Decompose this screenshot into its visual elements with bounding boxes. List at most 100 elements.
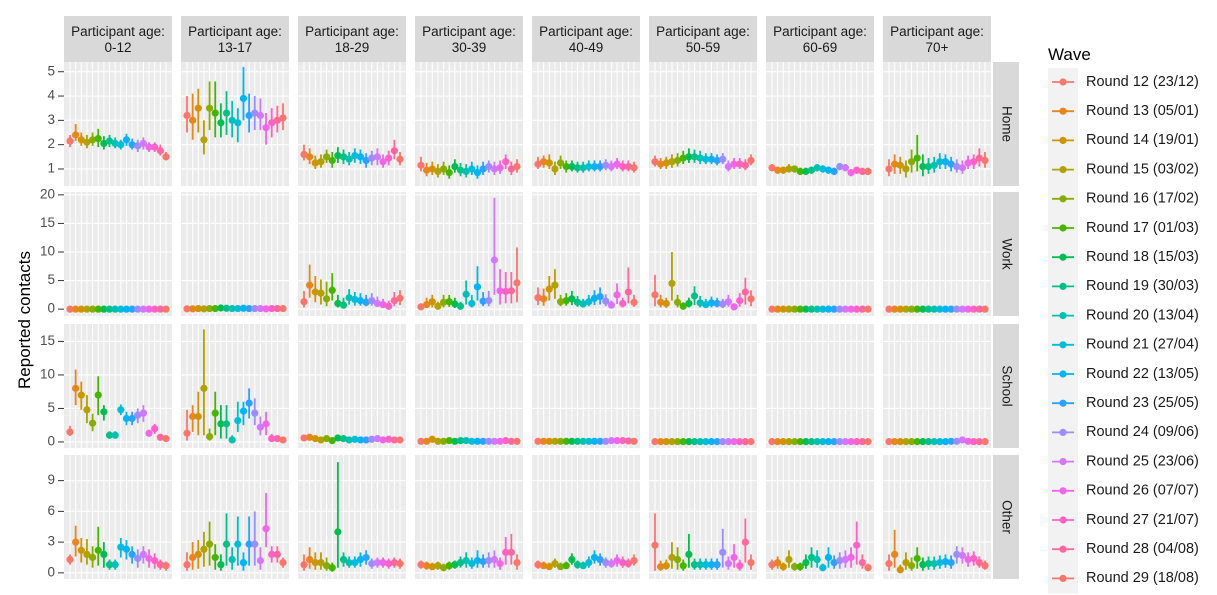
data-point bbox=[262, 124, 270, 132]
data-point bbox=[540, 295, 548, 303]
data-point bbox=[702, 561, 710, 569]
data-point bbox=[707, 561, 716, 569]
data-point bbox=[970, 438, 978, 446]
data-point bbox=[496, 287, 504, 295]
data-point bbox=[924, 305, 933, 313]
legend-label: Round 18 (15/03) bbox=[1086, 249, 1199, 265]
data-point bbox=[423, 166, 431, 174]
data-point bbox=[941, 557, 950, 566]
data-point bbox=[573, 298, 582, 306]
data-point bbox=[200, 136, 208, 144]
data-point bbox=[334, 152, 342, 160]
column-strip-label: 30-39 bbox=[452, 40, 487, 55]
data-point bbox=[602, 437, 610, 445]
y-tick-label: 5 bbox=[47, 400, 55, 415]
legend-key-point bbox=[1059, 370, 1067, 378]
data-point bbox=[200, 384, 208, 392]
data-point bbox=[88, 136, 97, 144]
data-point bbox=[72, 131, 80, 139]
data-point bbox=[590, 437, 599, 445]
data-point bbox=[947, 559, 955, 567]
data-point bbox=[819, 165, 827, 173]
data-point bbox=[891, 305, 899, 313]
data-point bbox=[479, 437, 487, 445]
column-strip-label: Participant age: bbox=[305, 24, 399, 39]
data-point bbox=[696, 299, 704, 307]
data-point bbox=[239, 304, 248, 312]
data-point bbox=[747, 559, 755, 567]
data-point bbox=[351, 152, 359, 160]
legend-key-background bbox=[1048, 68, 1078, 594]
data-point bbox=[630, 437, 638, 445]
data-point bbox=[256, 556, 265, 565]
data-point bbox=[719, 300, 727, 308]
panel-background bbox=[649, 455, 757, 579]
data-point bbox=[813, 555, 821, 564]
data-point bbox=[981, 156, 989, 165]
data-point bbox=[273, 304, 281, 313]
data-point bbox=[613, 291, 621, 299]
data-point bbox=[556, 563, 565, 571]
row-strip bbox=[993, 62, 1019, 186]
data-point bbox=[300, 150, 308, 158]
panel-background bbox=[298, 324, 406, 448]
data-point bbox=[590, 294, 599, 302]
legend-label: Round 20 (13/04) bbox=[1086, 307, 1199, 323]
data-point bbox=[162, 153, 170, 161]
data-point bbox=[696, 561, 704, 569]
y-tick-label: 20 bbox=[40, 186, 55, 201]
panel-background bbox=[766, 62, 874, 186]
data-point bbox=[94, 546, 102, 554]
data-point bbox=[958, 551, 967, 560]
data-point bbox=[673, 438, 682, 446]
data-point bbox=[117, 406, 125, 414]
data-point bbox=[596, 162, 604, 171]
data-point bbox=[205, 433, 214, 441]
data-point bbox=[117, 543, 125, 551]
y-tick-label: 1 bbox=[47, 161, 55, 176]
data-point bbox=[657, 160, 665, 168]
data-point bbox=[183, 305, 191, 313]
data-point bbox=[719, 438, 727, 446]
data-point bbox=[891, 160, 899, 168]
data-point bbox=[802, 559, 810, 567]
data-point bbox=[907, 562, 916, 570]
data-point bbox=[194, 104, 202, 112]
data-point bbox=[217, 119, 225, 127]
data-point bbox=[439, 564, 448, 572]
data-point bbox=[936, 559, 944, 567]
data-point bbox=[568, 437, 576, 445]
column-strip-label: Participant age: bbox=[71, 24, 165, 39]
data-point bbox=[117, 305, 125, 313]
data-point bbox=[189, 116, 197, 124]
data-point bbox=[445, 298, 453, 306]
data-point bbox=[953, 305, 961, 313]
data-point bbox=[362, 553, 370, 562]
data-point bbox=[507, 548, 515, 556]
column-strip bbox=[415, 16, 523, 62]
data-point bbox=[322, 153, 331, 161]
data-point bbox=[713, 156, 721, 165]
panel-background bbox=[883, 324, 991, 448]
data-point bbox=[941, 438, 950, 446]
data-point bbox=[473, 169, 482, 177]
data-point bbox=[930, 438, 938, 446]
data-point bbox=[468, 299, 476, 308]
data-point bbox=[853, 438, 861, 446]
data-point bbox=[356, 436, 365, 444]
data-point bbox=[556, 437, 565, 445]
data-point bbox=[139, 409, 148, 417]
data-point bbox=[896, 438, 904, 446]
data-point bbox=[779, 305, 787, 313]
data-point bbox=[183, 561, 191, 569]
data-point bbox=[189, 412, 197, 421]
data-point bbox=[462, 290, 470, 298]
data-point bbox=[345, 436, 353, 444]
data-point bbox=[630, 556, 638, 565]
data-point bbox=[864, 167, 872, 176]
data-point bbox=[385, 154, 393, 162]
data-point bbox=[736, 296, 744, 305]
data-point bbox=[262, 525, 270, 533]
data-point bbox=[964, 305, 972, 313]
